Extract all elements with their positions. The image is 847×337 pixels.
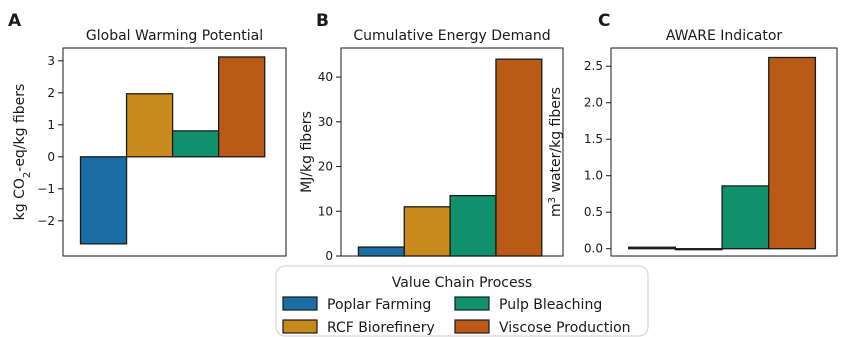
- panel-letter: B: [316, 11, 329, 31]
- y-tick-label: 0.0: [584, 242, 603, 256]
- panel-title: Global Warming Potential: [86, 28, 263, 44]
- y-axis-label: m3 water/kg fibers: [547, 87, 565, 217]
- y-tick-label: 1.0: [584, 169, 603, 183]
- panel-b: B Cumulative Energy Demand 0 10 20 30 40 MJ/kg …: [299, 11, 564, 263]
- y-axis-label: MJ/kg fibers: [299, 111, 315, 193]
- y-tick-label: 1.5: [584, 132, 603, 146]
- y-tick-label: −2: [37, 214, 55, 228]
- y-tick-label: 0: [325, 249, 333, 263]
- bar-viscose-production: [217, 56, 266, 158]
- legend-swatch-viscose-production: [454, 319, 490, 334]
- panel-letter: A: [8, 11, 22, 31]
- panel-title: AWARE Indicator: [666, 28, 783, 44]
- bar-rcf-biorefinery: [674, 248, 723, 251]
- legend-swatch-poplar-farming: [282, 296, 318, 311]
- y-tick-label: 30: [318, 115, 333, 129]
- bar-viscose-production: [768, 56, 817, 250]
- legend-swatch-rcf-biorefinery: [282, 319, 318, 334]
- chart-panels: A Global Warming Potential −2 −1 0 1 2 3 kg CO2-…: [8, 11, 838, 263]
- legend-title: Value Chain Process: [392, 275, 532, 291]
- y-tick-label: 10: [318, 204, 333, 218]
- panel-title: Cumulative Energy Demand: [353, 28, 550, 44]
- y-tick-label: 40: [318, 70, 333, 84]
- bar-pulp-bleaching: [171, 130, 220, 158]
- bar-poplar-farming: [79, 156, 128, 245]
- bar-poplar-farming: [357, 246, 405, 257]
- panel-a: A Global Warming Potential −2 −1 0 1 2 3 kg CO2-…: [8, 11, 287, 257]
- legend-label-rcf-biorefinery: RCF Biorefinery: [327, 320, 435, 336]
- legend-label-pulp-bleaching: Pulp Bleaching: [499, 297, 602, 313]
- y-tick-label: 0.5: [584, 205, 603, 219]
- legend-label-viscose-production: Viscose Production: [499, 320, 631, 336]
- legend: Value Chain Process Poplar Farming RCF Bi…: [275, 265, 649, 337]
- plot-frame: [340, 47, 564, 257]
- y-tick-label: 20: [318, 160, 333, 174]
- y-tick-label: 0: [47, 150, 55, 164]
- legend-swatch-pulp-bleaching: [454, 296, 490, 311]
- bar-rcf-biorefinery: [125, 93, 174, 158]
- bar-pulp-bleaching: [449, 194, 497, 257]
- y-tick-label: 1: [47, 118, 55, 132]
- bar-viscose-production: [495, 58, 543, 257]
- panel-letter: C: [598, 11, 610, 31]
- y-tick-label: −1: [37, 182, 55, 196]
- y-tick-label: 2.0: [584, 96, 603, 110]
- legend-label-poplar-farming: Poplar Farming: [327, 297, 431, 313]
- y-tick-label: 3: [47, 54, 55, 68]
- plot-frame: [610, 47, 838, 257]
- bar-rcf-biorefinery: [403, 206, 451, 257]
- y-axis-label: kg CO2-eq/kg fibers: [12, 84, 33, 221]
- panel-c: C AWARE Indicator 0.0 0.5 1.0 1.5 2.0 2.5 m3 wat…: [547, 11, 838, 257]
- y-tick-label: 2.5: [584, 59, 603, 73]
- bar-poplar-farming: [628, 246, 677, 250]
- y-tick-label: 2: [47, 86, 55, 100]
- bar-pulp-bleaching: [721, 185, 770, 250]
- plot-frame: [62, 47, 287, 257]
